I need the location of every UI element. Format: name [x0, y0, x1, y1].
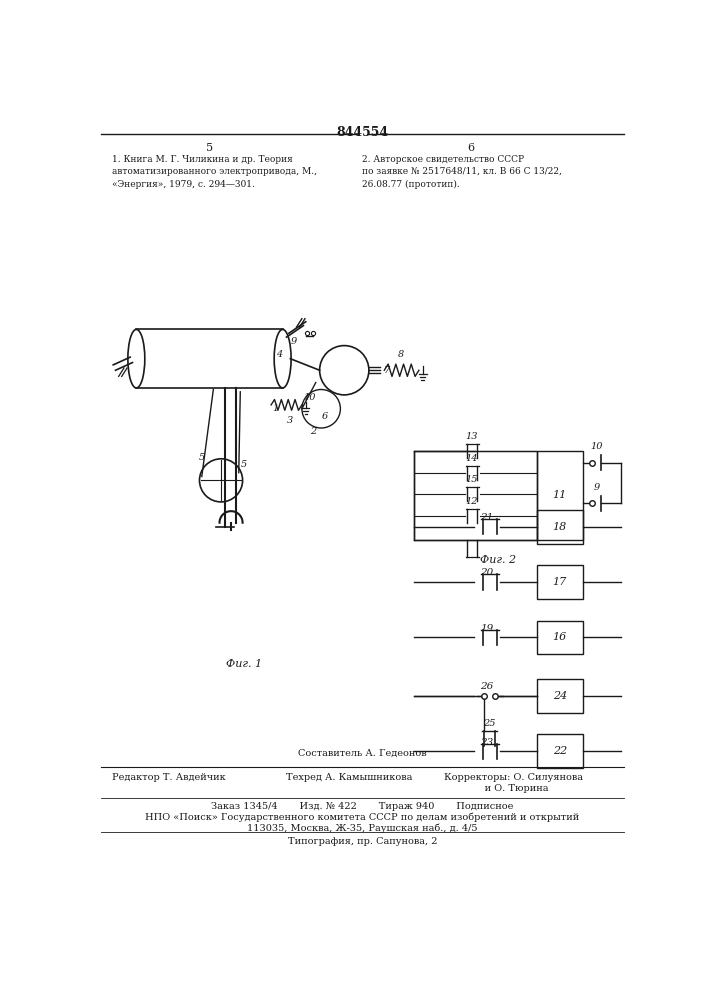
Text: Типография, пр. Сапунова, 2: Типография, пр. Сапунова, 2 [288, 837, 437, 846]
Text: Корректоры: О. Силуянова: Корректоры: О. Силуянова [444, 773, 583, 782]
Text: 19: 19 [480, 624, 493, 633]
Bar [537, 734, 583, 768]
Text: 6: 6 [467, 143, 475, 153]
Text: 12: 12 [466, 497, 479, 506]
Text: 14: 14 [466, 454, 479, 463]
Text: 24: 24 [553, 691, 567, 701]
Text: 9: 9 [291, 337, 298, 346]
Text: 11: 11 [553, 490, 567, 500]
Text: 8: 8 [398, 350, 404, 359]
Text: Техред А. Камышникова: Техред А. Камышникова [286, 773, 412, 782]
Text: НПО «Поиск» Государственного комитета СССР по делам изобретений и открытий: НПО «Поиск» Государственного комитета СС… [145, 813, 580, 822]
Text: 13: 13 [466, 432, 479, 441]
Text: 17: 17 [553, 577, 567, 587]
Text: 23: 23 [480, 738, 493, 747]
Text: 16: 16 [553, 632, 567, 642]
Text: 22: 22 [553, 746, 567, 756]
Text: 10: 10 [590, 442, 603, 451]
Text: 5: 5 [241, 460, 247, 469]
Text: Фиг. 2: Фиг. 2 [480, 555, 516, 565]
Text: 9: 9 [594, 483, 600, 492]
Text: 4: 4 [276, 350, 282, 359]
Bar [537, 565, 583, 599]
Bar [537, 510, 583, 544]
Text: 1: 1 [271, 404, 278, 413]
Bar [414, 451, 537, 540]
Text: 6: 6 [322, 412, 328, 421]
Text: 21: 21 [480, 513, 493, 522]
Text: 10: 10 [303, 393, 316, 402]
Text: 5: 5 [199, 453, 205, 462]
Text: Заказ 1345/4       Изд. № 422       Тираж 940       Подписное: Заказ 1345/4 Изд. № 422 Тираж 940 Подпис… [211, 802, 513, 811]
Text: и О. Тюрина: и О. Тюрина [444, 784, 549, 793]
Bar [537, 679, 583, 713]
Text: 1. Книга М. Г. Чиликина и др. Теория
автоматизированного электропривода, М.,
«Эн: 1. Книга М. Г. Чиликина и др. Теория авт… [112, 155, 317, 189]
Text: 2. Авторское свидетельство СССР
по заявке № 2517648/11, кл. В 66 С 13/22,
26.08.: 2. Авторское свидетельство СССР по заявк… [362, 155, 562, 189]
Text: 26: 26 [480, 682, 493, 691]
Text: Составитель А. Гедеонов: Составитель А. Гедеонов [298, 749, 426, 758]
Text: 2: 2 [310, 427, 317, 436]
Bar [537, 451, 583, 540]
Text: 7: 7 [385, 366, 390, 375]
Text: 18: 18 [553, 522, 567, 532]
Text: 113035, Москва, Ж-35, Раушская наб., д. 4/5: 113035, Москва, Ж-35, Раушская наб., д. … [247, 824, 478, 833]
Text: Фиг. 1: Фиг. 1 [226, 659, 262, 669]
Text: 20: 20 [480, 568, 493, 577]
Text: 3: 3 [287, 416, 293, 425]
Text: 15: 15 [466, 475, 479, 484]
Bar [537, 620, 583, 654]
Text: 844554: 844554 [337, 126, 388, 139]
Text: Редактор Т. Авдейчик: Редактор Т. Авдейчик [112, 773, 226, 782]
Text: 25: 25 [484, 719, 496, 728]
Text: 5: 5 [206, 143, 214, 153]
